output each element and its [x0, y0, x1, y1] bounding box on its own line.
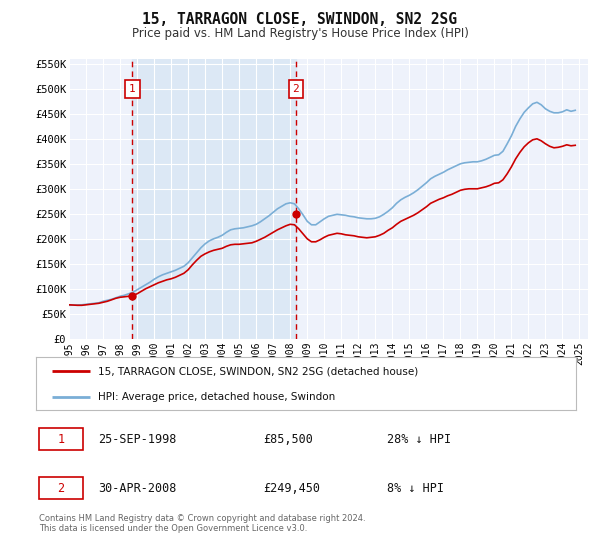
Text: £249,450: £249,450 [263, 482, 320, 494]
Text: 30-APR-2008: 30-APR-2008 [98, 482, 176, 494]
Text: 2: 2 [292, 84, 299, 94]
Text: 28% ↓ HPI: 28% ↓ HPI [387, 433, 451, 446]
Text: 2: 2 [57, 482, 64, 494]
FancyBboxPatch shape [39, 477, 83, 499]
Text: 15, TARRAGON CLOSE, SWINDON, SN2 2SG: 15, TARRAGON CLOSE, SWINDON, SN2 2SG [143, 12, 458, 27]
Text: HPI: Average price, detached house, Swindon: HPI: Average price, detached house, Swin… [98, 391, 335, 402]
Text: This data is licensed under the Open Government Licence v3.0.: This data is licensed under the Open Gov… [39, 524, 307, 533]
Text: 1: 1 [129, 84, 136, 94]
Text: Price paid vs. HM Land Registry's House Price Index (HPI): Price paid vs. HM Land Registry's House … [131, 27, 469, 40]
FancyBboxPatch shape [39, 428, 83, 450]
Text: 15, TARRAGON CLOSE, SWINDON, SN2 2SG (detached house): 15, TARRAGON CLOSE, SWINDON, SN2 2SG (de… [98, 366, 418, 376]
Text: Contains HM Land Registry data © Crown copyright and database right 2024.: Contains HM Land Registry data © Crown c… [39, 514, 365, 523]
Bar [133, 59, 296, 339]
Text: £85,500: £85,500 [263, 433, 313, 446]
Text: 8% ↓ HPI: 8% ↓ HPI [387, 482, 444, 494]
Text: 1: 1 [57, 433, 64, 446]
Text: 25-SEP-1998: 25-SEP-1998 [98, 433, 176, 446]
